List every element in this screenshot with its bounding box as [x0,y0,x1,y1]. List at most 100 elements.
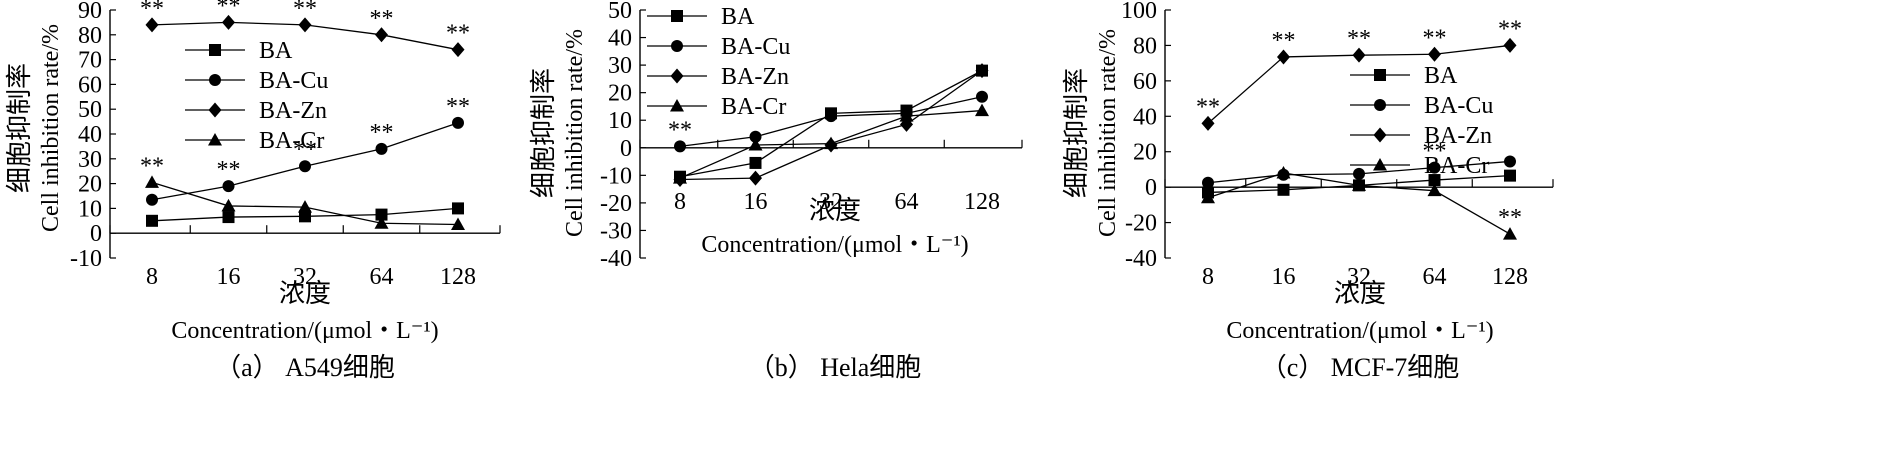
series-ba-cr: ** [1201,165,1522,240]
marker-circle [671,40,683,52]
legend-label: BA [259,38,293,64]
y-axis-title-en: Cell inhibition rate/% [562,29,588,237]
legend-label: BA-Cr [1424,153,1489,179]
significance-annotation: ** [293,137,317,163]
marker-triangle [1352,178,1366,191]
series-ba-zn: ** ** ** ** ** [140,0,470,58]
legend: BA BA-Cu BA-Zn BA-Cr [1350,63,1493,179]
marker-circle [825,110,837,123]
y-tick-label: -10 [600,163,632,189]
y-tick-label: 20 [78,172,102,198]
marker-triangle [1427,183,1442,197]
marker-triangle [1276,165,1291,179]
marker-triangle [298,200,312,213]
marker-diamond [1201,115,1215,131]
x-tick-label: 128 [1492,264,1528,290]
marker-circle [146,193,158,206]
legend-label: BA [721,4,755,30]
marker-diamond [375,27,388,43]
significance-annotation: ** [1347,26,1371,52]
marker-circle [375,142,388,155]
y-tick-label: 60 [1133,69,1157,95]
marker-triangle [748,138,763,151]
marker-square [375,208,388,221]
marker-diamond [1277,49,1290,65]
marker-triangle [670,99,684,112]
marker-triangle [451,217,465,231]
significance-annotation: ** [370,120,394,146]
legend-label: BA-Cr [721,94,786,120]
marker-diamond [1428,46,1441,62]
marker-circle [674,140,686,153]
marker-square [222,211,235,224]
marker-square [1277,183,1290,196]
marker-diamond [222,14,235,30]
significance-annotation: ** [1423,139,1447,165]
legend-label: BA-Cu [721,34,790,60]
significance-annotation: ** [446,21,470,47]
marker-triangle [1373,158,1387,171]
marker-square [146,214,158,227]
significance-annotation: ** [1423,25,1447,51]
marker-diamond [145,17,159,33]
y-tick-label: 20 [608,81,632,107]
marker-square [299,210,311,223]
marker-triangle [673,171,687,184]
x-tick-label: 32 [1347,264,1371,290]
x-tick-label: 8 [674,189,686,215]
significance-annotation: ** [140,0,164,22]
y-tick-label: 0 [90,221,102,247]
x-tick-label: 8 [146,264,158,290]
y-tick-label: -40 [1125,246,1157,272]
significance-annotation: ** [1196,94,1220,120]
y-tick-label: -10 [70,246,102,272]
significance-annotation: ** [668,117,692,143]
marker-diamond [298,17,312,33]
y-tick-label: 40 [608,26,632,52]
marker-triangle [1503,227,1517,240]
x-axis-title-en: Concentration/(μmol・L⁻¹) [701,232,968,258]
marker-triangle [221,198,236,212]
y-tick-label: -20 [600,191,632,217]
marker-square [209,44,221,56]
marker-diamond [208,102,222,118]
legend-label: BA-Zn [721,64,789,90]
y-tick-label: 0 [620,136,632,162]
significance-annotation: ** [217,157,241,183]
y-axis-title-en: Cell inhibition rate/% [1095,29,1121,237]
y-tick-label: 100 [1121,0,1157,24]
marker-square [671,10,683,22]
series-ba-cr: ** [140,153,465,231]
y-tick-label: 40 [1133,104,1157,130]
panel-caption: （a） A549细胞 [215,353,395,382]
y-tick-label: 10 [78,196,102,222]
series-ba-cr [673,103,989,184]
marker-triangle [374,216,389,229]
marker-circle [749,130,762,143]
legend-label: BA-Zn [259,98,327,124]
marker-diamond [1373,127,1387,143]
series-ba-cu: ** [668,90,988,153]
y-tick-label: 50 [78,97,102,123]
y-axis-title-en: Cell inhibition rate/% [38,24,64,232]
significance-annotation: ** [446,94,470,120]
x-tick-label: 128 [964,189,1000,215]
significance-annotation: ** [1498,16,1522,42]
marker-square [1374,69,1386,81]
y-tick-label: 30 [608,53,632,79]
marker-diamond [1503,37,1517,53]
significance-annotation: ** [1498,205,1522,231]
y-tick-label: 80 [1133,33,1157,59]
significance-annotation: ** [140,153,164,179]
x-tick-label: 32 [293,264,317,290]
x-tick-label: 8 [1202,264,1214,290]
legend-label: BA-Zn [1424,123,1492,149]
legend: BA BA-Cu BA-Zn BA-Cr [185,38,328,154]
x-tick-label: 64 [895,189,919,215]
y-tick-label: 20 [1133,140,1157,166]
marker-diamond [975,63,989,79]
y-tick-label: 0 [1145,175,1157,201]
panel-caption: （b） Hela细胞 [749,353,922,382]
